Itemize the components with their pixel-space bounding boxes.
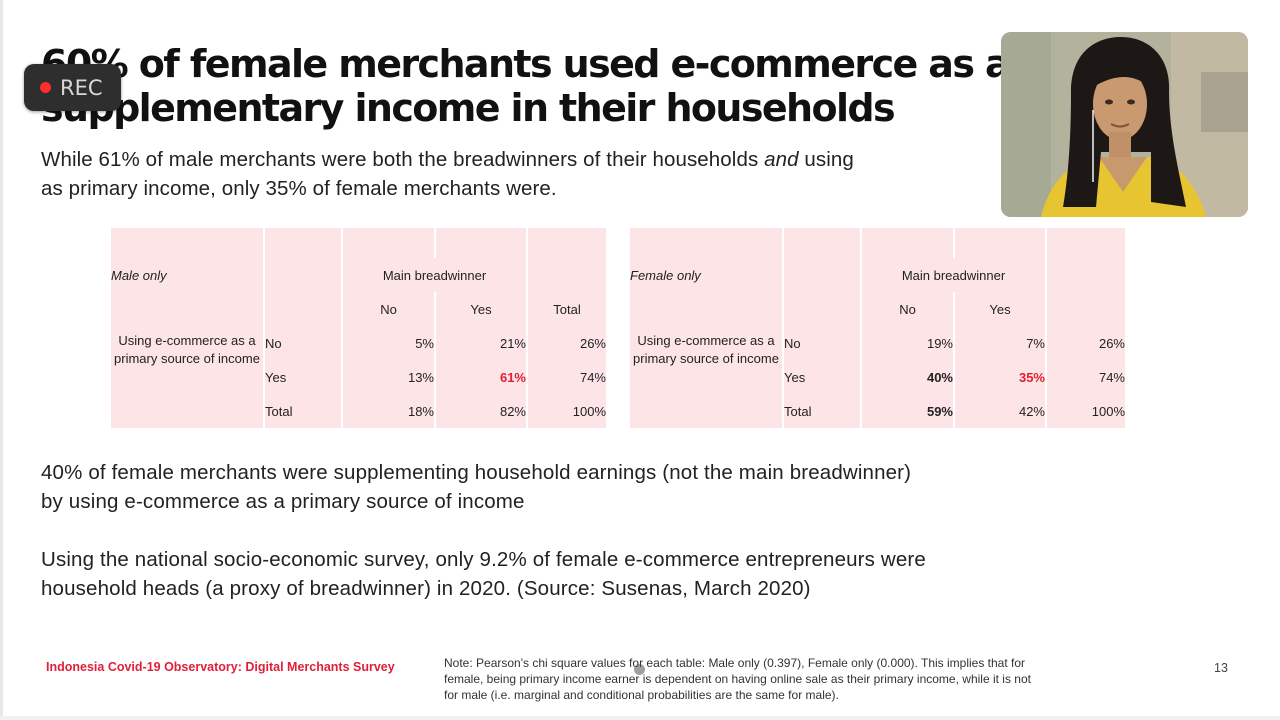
footer-note: Note: Pearson's chi square values for ea… <box>444 655 1124 703</box>
subtitle-line-1: While 61% of male merchants were both th… <box>41 145 1041 174</box>
note-line-1: Note: Pearson's chi square values for ea… <box>444 656 1026 670</box>
male-row-no: No <box>264 326 343 360</box>
female-row-yes: Yes <box>783 360 862 394</box>
male-header-main-breadwinner: Main breadwinner <box>342 258 528 292</box>
presenter-video-image <box>1001 32 1248 217</box>
recording-label: REC <box>60 75 103 100</box>
subtitle-line-2: as primary income, only 35% of female me… <box>41 177 557 200</box>
finding-1-line-1: 40% of female merchants were supplementi… <box>41 461 912 484</box>
note-line-2: female, being primary income earner is d… <box>444 672 1031 686</box>
finding-2-line-1: Using the national socio-economic survey… <box>41 548 926 571</box>
male-col-no: No <box>342 292 436 326</box>
finding-paragraph-2: Using the national socio-economic survey… <box>41 545 1141 603</box>
page-number: 13 <box>1214 661 1228 675</box>
female-cell-total-total: 100% <box>1046 394 1125 428</box>
male-cell-total-total: 100% <box>527 394 606 428</box>
male-cell-no-no: 5% <box>342 326 436 360</box>
slide-title-line-1: 60% of female merchants used e-commerce … <box>41 42 1068 86</box>
male-cell-total-yes: 82% <box>435 394 528 428</box>
male-col-total: Total <box>527 292 606 326</box>
male-cell-yes-total: 74% <box>527 360 606 394</box>
slide-bottom-border <box>0 716 1280 720</box>
female-col-total <box>1046 292 1125 326</box>
subtitle-emphasis: and <box>764 148 799 171</box>
male-table-label: Male only <box>111 258 265 292</box>
mouse-cursor-icon <box>634 664 645 675</box>
female-cell-yes-yes: 35% <box>954 360 1047 394</box>
female-row-no: No <box>783 326 862 360</box>
female-header-main-breadwinner: Main breadwinner <box>861 258 1047 292</box>
female-cell-yes-total: 74% <box>1046 360 1125 394</box>
female-col-no: No <box>861 292 955 326</box>
female-cell-total-no: 59% <box>861 394 955 428</box>
slide-title: 60% of female merchants used e-commerce … <box>41 42 1241 130</box>
male-row-total: Total <box>264 394 343 428</box>
slide-title-line-2: supplementary income in their households <box>41 86 896 130</box>
female-row-label: Using e-commerce as a primary source of … <box>630 326 784 394</box>
record-dot-icon <box>40 82 51 93</box>
female-cell-total-yes: 42% <box>954 394 1047 428</box>
female-only-table: Female only Main breadwinner No Yes Usin… <box>630 228 1125 428</box>
female-cell-no-total: 26% <box>1046 326 1125 360</box>
female-cell-no-yes: 7% <box>954 326 1047 360</box>
finding-2-line-2: household heads (a proxy of breadwinner)… <box>41 577 811 600</box>
female-cell-yes-no: 40% <box>861 360 955 394</box>
recording-indicator[interactable]: REC <box>24 64 121 111</box>
slide-subtitle: While 61% of male merchants were both th… <box>41 145 1041 203</box>
subtitle-text-1: While 61% of male merchants were both th… <box>41 148 765 171</box>
female-col-yes: Yes <box>954 292 1047 326</box>
male-col-yes: Yes <box>435 292 528 326</box>
finding-1-line-2: by using e-commerce as a primary source … <box>41 490 525 513</box>
male-row-label: Using e-commerce as a primary source of … <box>111 326 265 394</box>
male-cell-total-no: 18% <box>342 394 436 428</box>
note-line-3: for male (i.e. marginal and conditional … <box>444 688 839 702</box>
presenter-video-feed[interactable] <box>1001 32 1248 217</box>
male-cell-no-yes: 21% <box>435 326 528 360</box>
male-only-table: Male only Main breadwinner No Yes Total … <box>111 228 606 428</box>
male-cell-no-total: 26% <box>527 326 606 360</box>
subtitle-text-2: using <box>798 148 854 171</box>
male-cell-yes-no: 13% <box>342 360 436 394</box>
female-cell-no-no: 19% <box>861 326 955 360</box>
female-table-label: Female only <box>630 258 784 292</box>
female-row-total: Total <box>783 394 862 428</box>
slide-left-border <box>0 0 3 720</box>
male-cell-yes-yes: 61% <box>435 360 528 394</box>
footer-survey-title: Indonesia Covid-19 Observatory: Digital … <box>46 660 395 674</box>
finding-paragraph-1: 40% of female merchants were supplementi… <box>41 458 1141 516</box>
male-row-yes: Yes <box>264 360 343 394</box>
